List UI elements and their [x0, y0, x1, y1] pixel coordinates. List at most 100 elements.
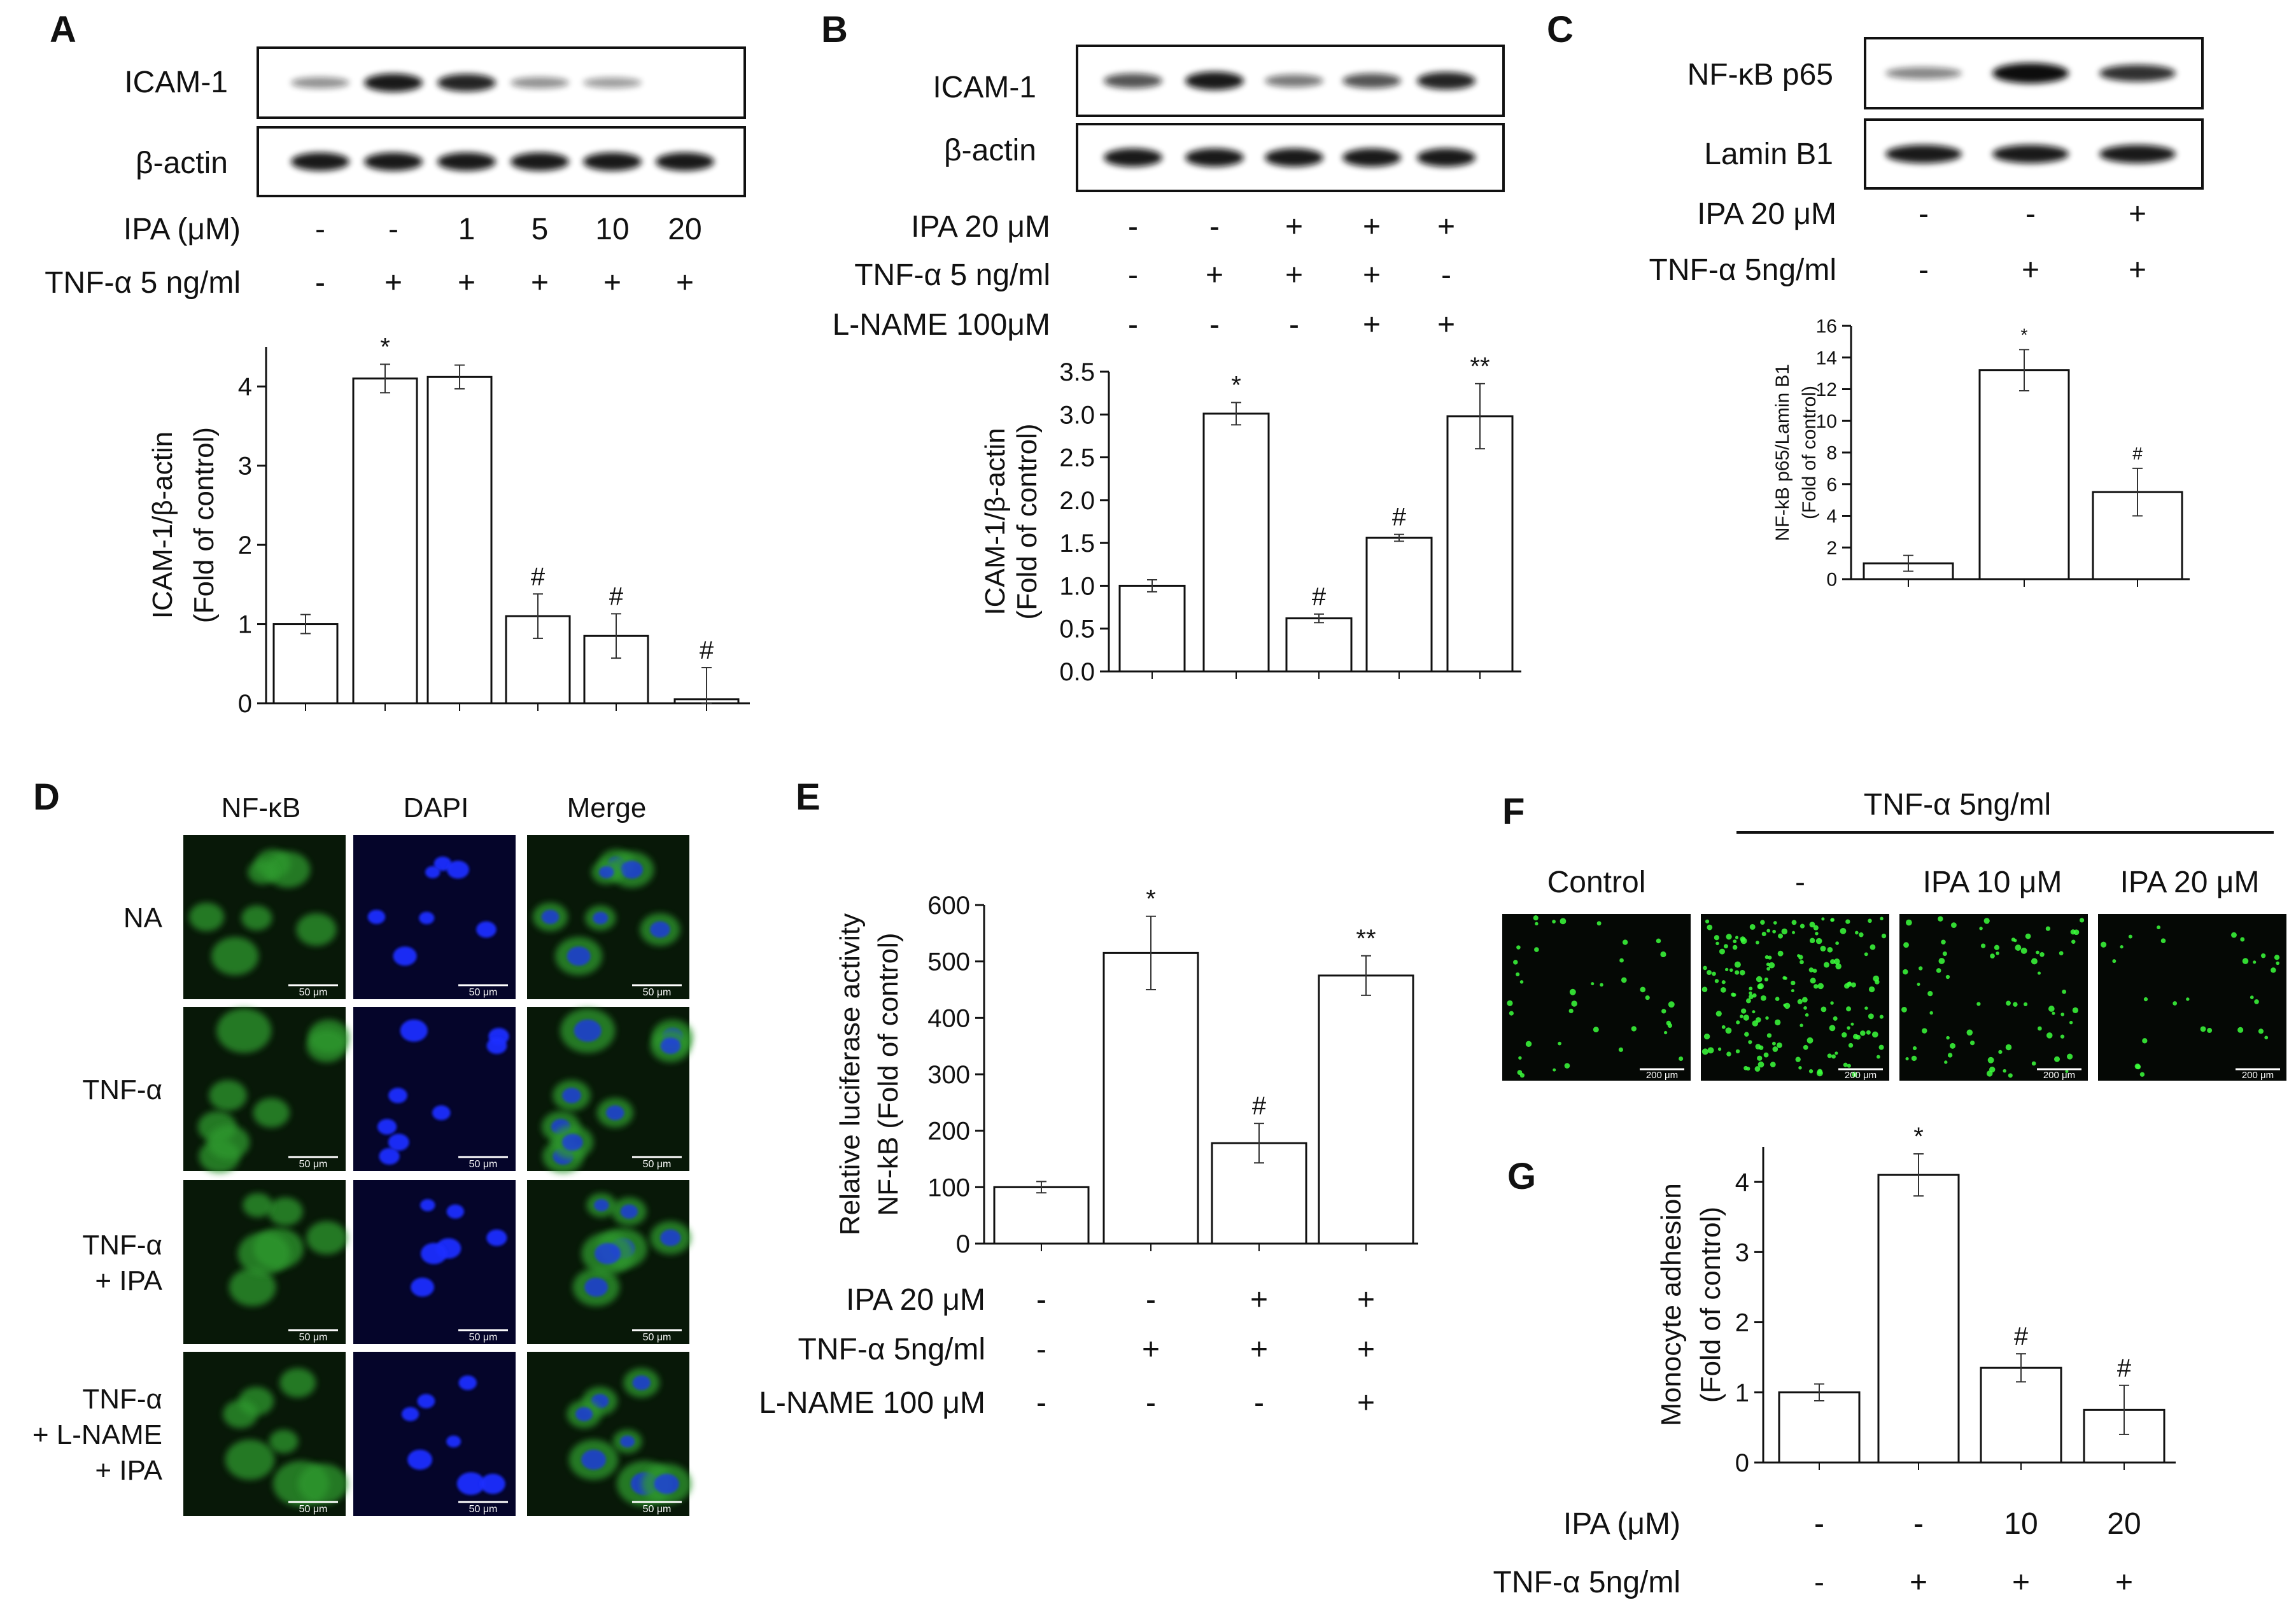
blot-label-a-bottom: β-actin: [136, 146, 228, 180]
bar-chart-b: 0.0 0.5 1.0 1.5 2.0 2.5 3.0 3.5 * # # ** ICAM-1/β-ac…: [980, 353, 1521, 686]
fluorescent-monocyte: [1715, 1011, 1722, 1017]
cell-nucleus: [388, 1133, 409, 1151]
adhesion-image-label: IPA 10 μM: [1923, 866, 2062, 899]
cell-nucleus: [660, 1229, 681, 1246]
cell-nucleus: [411, 1277, 435, 1297]
y-axis-label: (Fold of control): [1011, 423, 1043, 619]
cell-nucleus: [486, 1037, 507, 1055]
fluorescent-monocyte: [1792, 930, 1796, 934]
cell-nucleus: [377, 1119, 397, 1135]
fluorescent-monocyte: [1846, 981, 1852, 987]
fluorescent-monocyte: [1813, 925, 1819, 930]
condition-label: TNF-α 5ng/ml: [798, 1333, 985, 1366]
cell-nucleus: [446, 1204, 465, 1219]
fluorescent-monocyte: [1770, 1062, 1776, 1067]
cell-nucleus: [561, 1133, 583, 1151]
fluorescent-monocyte: [1821, 1006, 1827, 1013]
condition-value: +: [1357, 1333, 1375, 1366]
condition-value: -: [1254, 1386, 1264, 1420]
fluorescent-monocyte: [1866, 1030, 1871, 1035]
fluorescent-monocyte: [1821, 917, 1825, 921]
condition-value: +: [2129, 253, 2146, 287]
bar: [1318, 974, 1414, 1245]
fluorescent-monocyte: [1835, 941, 1839, 945]
fluorescent-monocyte: [1817, 983, 1824, 990]
condition-value: +: [1910, 1566, 1927, 1599]
adhesion-image-bg: [1899, 914, 2088, 1081]
fluorescent-monocyte: [1719, 948, 1725, 955]
fluorescent-monocyte: [1827, 947, 1833, 953]
fluorescent-monocyte: [2031, 1061, 2036, 1066]
fluorescent-monocyte: [1833, 1016, 1838, 1021]
fluorescent-monocyte: [1855, 930, 1859, 935]
fluorescent-monocyte: [1848, 1042, 1854, 1048]
micro-tile: 50 μm: [353, 1180, 516, 1344]
fluorescent-monocyte: [1552, 920, 1556, 923]
fluorescent-monocyte: [1850, 1022, 1854, 1026]
fluorescent-monocyte: [1703, 965, 1707, 971]
fluorescent-monocyte: [1720, 986, 1726, 993]
blot-label-b-top: ICAM-1: [933, 71, 1036, 104]
fluorescent-monocyte: [1717, 1047, 1722, 1051]
fluorescent-monocyte: [1735, 1049, 1740, 1054]
cell-nucleus: [632, 1375, 651, 1391]
micro-tile: 50 μm: [527, 1180, 691, 1344]
fluorescent-monocyte: [1726, 1051, 1731, 1056]
condition-value: +: [676, 266, 694, 300]
bar: [1778, 1391, 1861, 1464]
y-tick-label: 4: [1735, 1168, 1749, 1196]
cell-cytoplasm: [306, 1221, 348, 1255]
blot-band: [1992, 63, 2069, 83]
condition-label: IPA 20 μM: [846, 1283, 985, 1317]
fluorescent-monocyte: [1600, 983, 1603, 987]
micro-tile: 50 μm: [527, 835, 689, 999]
condition-value: -: [1036, 1333, 1046, 1366]
y-tick-label: 1.0: [1059, 572, 1095, 600]
fluorescent-monocyte: [1618, 1047, 1623, 1052]
micro-tile: 50 μm: [353, 1007, 516, 1171]
fluorescent-monocyte: [2271, 967, 2276, 973]
cell-nucleus: [432, 1105, 451, 1121]
fluorescent-monocyte: [1810, 978, 1816, 984]
fluorescent-monocyte: [1558, 1041, 1561, 1046]
condition-label: IPA 20 μM: [911, 210, 1050, 244]
fluorescent-monocyte: [1755, 1044, 1761, 1049]
fluorescent-monocyte: [1775, 997, 1780, 1001]
fluorescent-monocyte: [2020, 947, 2027, 954]
fluorescent-monocyte: [1668, 1001, 1675, 1008]
condition-value: -: [1146, 1283, 1156, 1317]
scale-bar-label: 50 μm: [469, 987, 498, 998]
fluorescent-monocyte: [1880, 916, 1884, 921]
panel-f-adhesion-images: TNF-α 5ng/ml Control 200 μm - 200 μm IPA 10 …: [1502, 788, 2286, 1081]
fluorescent-monocyte: [1764, 977, 1769, 982]
significance-mark: *: [1913, 1123, 1924, 1151]
cell-nucleus: [581, 1449, 607, 1470]
cell-nucleus: [379, 1147, 400, 1165]
bar: [272, 623, 339, 705]
fluorescent-monocyte: [1516, 972, 1520, 976]
y-tick-label: 3: [1735, 1239, 1749, 1267]
fluorescent-monocyte: [1754, 1066, 1761, 1072]
adhesion-image-bg: [2098, 914, 2286, 1081]
scale-bar-label: 50 μm: [643, 1332, 672, 1343]
fluorescent-monocyte: [2054, 1056, 2060, 1062]
cell-nucleus: [407, 1449, 433, 1470]
fluorescent-monocyte: [2264, 1035, 2269, 1040]
cell-cytoplasm: [229, 1268, 276, 1307]
significance-mark: #: [609, 582, 624, 610]
fluorescent-monocyte: [1911, 1055, 1917, 1062]
cell-nucleus: [486, 1229, 507, 1246]
fluorescent-monocyte: [1553, 1068, 1556, 1072]
fluorescent-monocyte: [1703, 1033, 1710, 1040]
fluorescent-monocyte: [1847, 1063, 1851, 1068]
cell-cytoplasm: [241, 905, 272, 931]
fluorescent-monocyte: [1859, 932, 1864, 937]
fluorescent-monocyte: [1994, 944, 2000, 950]
fluorescent-monocyte: [2200, 1026, 2206, 1032]
micro-tile: 50 μm: [527, 1007, 693, 1174]
fluorescent-monocyte: [2250, 995, 2254, 999]
blot-band: [1342, 148, 1401, 167]
panel-label-b: B: [821, 9, 848, 50]
condition-value: +: [1437, 308, 1455, 342]
adhesion-image: 200 μm: [1899, 914, 2088, 1081]
